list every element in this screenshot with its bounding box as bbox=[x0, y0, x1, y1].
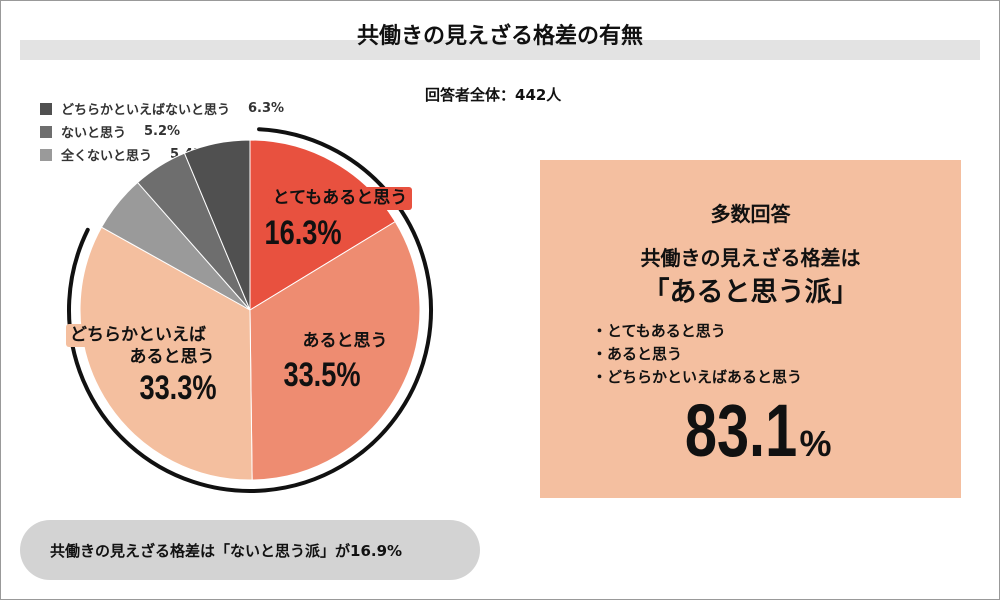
callout-list: ・とてもあると思う ・あると思う ・どちらかといえばあると思う bbox=[592, 320, 802, 389]
legend-item: ないと思う 5.2% bbox=[40, 120, 284, 143]
footer-note-pill: 共働きの見えざる格差は「ないと思う派」が16.9% bbox=[20, 520, 480, 580]
legend-swatch bbox=[40, 125, 52, 138]
slice-value: 33.5% bbox=[283, 355, 360, 394]
slice-value: 16.3% bbox=[264, 213, 341, 252]
title-band bbox=[20, 40, 980, 60]
respondent-total: 回答者全体：442人 bbox=[425, 86, 562, 104]
slice-label: どちらかといえば bbox=[70, 325, 206, 345]
legend-value: 5.2% bbox=[144, 124, 181, 139]
callout-percent-unit: % bbox=[799, 423, 832, 464]
callout-heading: 多数回答 bbox=[710, 202, 791, 226]
legend-label: どちらかといえばないと思う bbox=[61, 103, 231, 118]
callout-line1: 共働きの見えざる格差は bbox=[640, 246, 861, 270]
callout-list-item: ・どちらかといえばあると思う bbox=[592, 368, 803, 386]
callout-list-item: ・あると思う bbox=[592, 345, 683, 363]
chart-title: 共働きの見えざる格差の有無 bbox=[356, 24, 643, 49]
pie-slice bbox=[79, 226, 253, 481]
pie-slice bbox=[183, 139, 251, 311]
legend-swatch bbox=[40, 148, 52, 161]
legend-swatch bbox=[40, 102, 52, 115]
footer-note: 共働きの見えざる格差は「ないと思う派」が16.9% bbox=[50, 542, 403, 560]
slice-label: あると思う bbox=[303, 331, 388, 351]
slice-value: 33.3% bbox=[139, 368, 216, 407]
slice-label-bg bbox=[66, 324, 210, 347]
callout-list-item: ・とてもあると思う bbox=[592, 322, 726, 340]
callout-percent: 83.1% bbox=[540, 388, 961, 473]
legend-label: 全くないと思う bbox=[61, 149, 153, 164]
slice-label: とてもあると思う bbox=[273, 188, 408, 208]
pie-slice bbox=[249, 220, 421, 481]
legend-item: どちらかといえばないと思う 6.3% bbox=[40, 97, 284, 120]
slice-label: あると思う bbox=[130, 347, 215, 367]
callout-box: 多数回答 共働きの見えざる格差は 「あると思う派」 ・とてもあると思う ・あると… bbox=[540, 160, 961, 498]
slice-label-bg bbox=[268, 187, 412, 210]
legend-label: ないと思う bbox=[61, 126, 127, 141]
legend-value: 6.3% bbox=[248, 101, 285, 116]
callout-percent-value: 83.1 bbox=[685, 389, 798, 472]
callout-line2: 「あると思う派」 bbox=[642, 277, 859, 308]
